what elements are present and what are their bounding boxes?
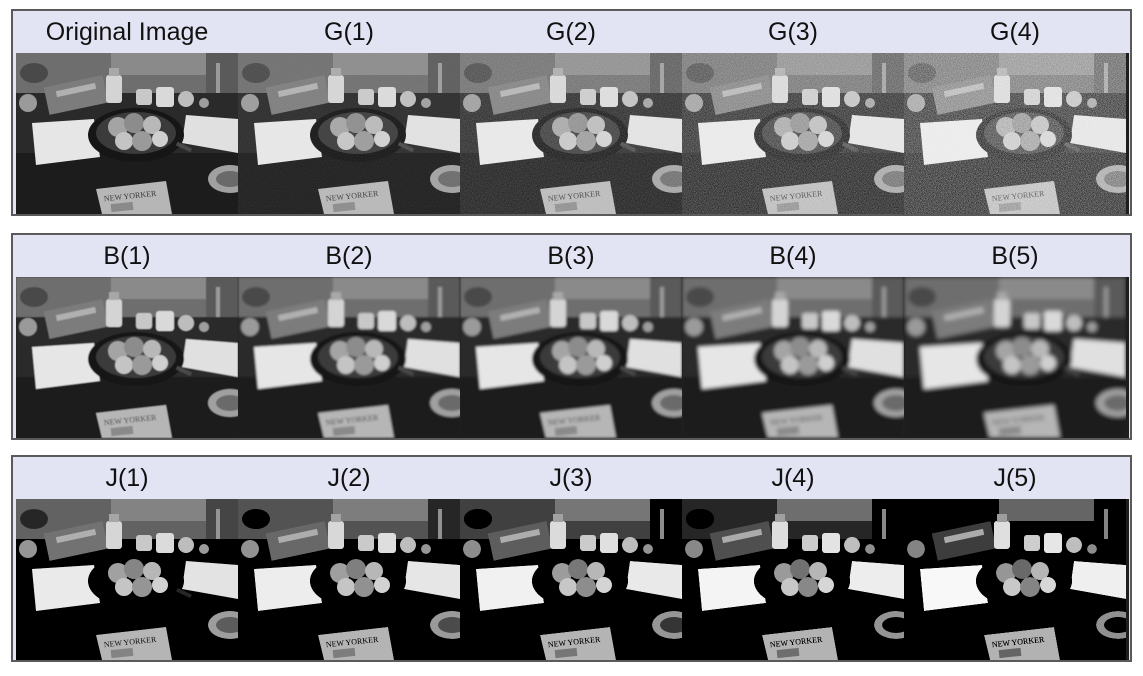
kitchen-table-photo: NEW YORKER: [460, 277, 682, 438]
scene-image: NEW YORKER: [16, 277, 238, 438]
label-bar: Original Image G(1) G(2) G(3) G(4): [13, 11, 1130, 53]
scene-image: NEW YORKER: [904, 277, 1126, 438]
kitchen-table-photo: NEW YORKER: [238, 499, 460, 660]
scene-image: NEW YORKER: [16, 53, 238, 214]
kitchen-table-photo: NEW YORKER: [16, 499, 238, 660]
image-label: J(3): [549, 464, 593, 492]
image-strip: NEW YORKER NEW YORKER NEW YORKER NEW YOR…: [16, 53, 1129, 214]
image-strip: NEW YORKER NEW YORKER NEW YORKER NEW YOR…: [16, 499, 1129, 660]
scene-image: NEW YORKER: [460, 53, 682, 214]
kitchen-table-photo: NEW YORKER: [682, 277, 904, 438]
gaussian-noise-panel: Original Image G(1) G(2) G(3) G(4) NEW Y…: [11, 9, 1132, 216]
kitchen-table-photo: NEW YORKER: [460, 53, 682, 214]
image-label: Original Image: [45, 18, 209, 46]
scene-image: NEW YORKER: [682, 53, 904, 214]
scene-image: NEW YORKER: [238, 499, 460, 660]
image-label: J(4): [771, 464, 815, 492]
label-bar: J(1) J(2) J(3) J(4) J(5): [13, 457, 1130, 499]
scene-image: NEW YORKER: [16, 499, 238, 660]
image-strip: NEW YORKER NEW YORKER NEW YORKER NEW YOR…: [16, 277, 1129, 438]
kitchen-table-photo: NEW YORKER: [904, 53, 1126, 214]
kitchen-table-photo: NEW YORKER: [904, 499, 1126, 660]
image-label: J(5): [993, 464, 1037, 492]
scene-image: NEW YORKER: [904, 499, 1126, 660]
image-label: G(1): [324, 18, 374, 46]
image-label: B(4): [769, 242, 817, 270]
image-label: J(1): [105, 464, 149, 492]
kitchen-table-photo: NEW YORKER: [16, 277, 238, 438]
kitchen-table-photo: NEW YORKER: [682, 499, 904, 660]
image-label: G(3): [768, 18, 818, 46]
label-bar: B(1) B(2) B(3) B(4) B(5): [13, 235, 1130, 277]
blur-panel: B(1) B(2) B(3) B(4) B(5) NEW YORKER NEW …: [11, 233, 1132, 440]
kitchen-table-photo: NEW YORKER: [904, 277, 1126, 438]
scene-image: NEW YORKER: [460, 277, 682, 438]
image-label: B(1): [103, 242, 151, 270]
kitchen-table-photo: NEW YORKER: [682, 53, 904, 214]
scene-image: NEW YORKER: [682, 499, 904, 660]
image-label: B(5): [991, 242, 1039, 270]
kitchen-table-photo: NEW YORKER: [238, 277, 460, 438]
image-label: J(2): [327, 464, 371, 492]
kitchen-table-photo: NEW YORKER: [16, 53, 238, 214]
image-label: B(2): [325, 242, 373, 270]
image-label: G(4): [990, 18, 1040, 46]
image-label: B(3): [547, 242, 595, 270]
scene-image: NEW YORKER: [460, 499, 682, 660]
image-label: G(2): [546, 18, 596, 46]
kitchen-table-photo: NEW YORKER: [238, 53, 460, 214]
scene-image: NEW YORKER: [682, 277, 904, 438]
scene-image: NEW YORKER: [904, 53, 1126, 214]
kitchen-table-photo: NEW YORKER: [460, 499, 682, 660]
scene-image: NEW YORKER: [238, 277, 460, 438]
scene-image: NEW YORKER: [238, 53, 460, 214]
jpeg-panel: J(1) J(2) J(3) J(4) J(5) NEW YORKER NEW …: [11, 455, 1132, 662]
